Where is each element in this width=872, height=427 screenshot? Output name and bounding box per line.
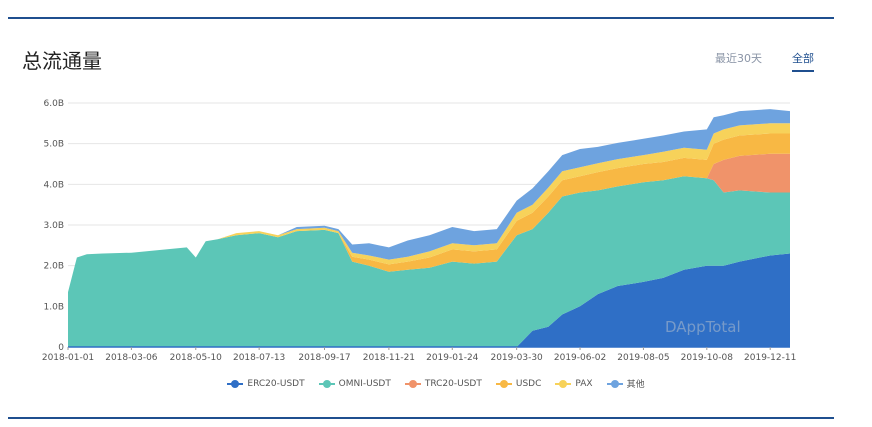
page-title: 总流通量	[22, 49, 102, 73]
legend-swatch	[227, 379, 244, 388]
chart-legend: ERC20-USDT OMNI-USDT TRC20-USDT USDC PAX 其他	[0, 377, 872, 390]
x-tick-label: 2019-10-08	[681, 353, 734, 363]
legend-label: ERC20-USDT	[247, 378, 305, 389]
legend-swatch	[318, 379, 335, 388]
y-tick-label: 5.0B	[44, 140, 65, 150]
bottom-divider	[8, 417, 834, 419]
x-tick-label: 2018-05-10	[170, 353, 223, 363]
legend-item[interactable]: ERC20-USDT	[227, 377, 305, 390]
watermark-logo: DAppTotal	[665, 318, 741, 336]
x-axis-ticks: 2018-01-01 2018-03-06 2018-05-10 2018-07-13…	[42, 347, 796, 363]
x-tick-label: 2018-01-01	[42, 353, 94, 363]
legend-swatch	[606, 379, 623, 388]
legend-item[interactable]: TRC20-USDT	[404, 377, 482, 390]
area-pax[interactable]	[68, 123, 790, 293]
legend-item[interactable]: PAX	[555, 377, 593, 390]
y-tick-label: 6.0B	[44, 99, 65, 109]
x-tick-label: 2018-11-21	[363, 353, 415, 363]
area-erc20-usdt[interactable]	[68, 253, 790, 348]
x-tick-label: 2018-09-17	[298, 353, 350, 363]
x-tick-label: 2019-03-30	[490, 353, 543, 363]
area-usdc[interactable]	[68, 133, 790, 293]
area-trc20-usdt[interactable]	[68, 153, 790, 293]
y-tick-label: 4.0B	[44, 180, 65, 190]
legend-item[interactable]: 其他	[606, 377, 645, 390]
y-axis-ticks: 0 1.0B 2.0B 3.0B 4.0B 5.0B 6.0B	[44, 99, 65, 353]
y-tick-label: 1.0B	[44, 302, 65, 312]
legend-swatch	[495, 379, 512, 388]
legend-item[interactable]: USDC	[495, 377, 542, 390]
area--[interactable]	[68, 109, 790, 293]
legend-label: TRC20-USDT	[424, 378, 482, 389]
top-divider	[8, 17, 834, 19]
legend-label: 其他	[626, 380, 645, 390]
y-tick-label: 0	[58, 343, 64, 353]
legend-label: USDC	[515, 378, 542, 389]
supply-area-chart: 01.0B2.0B3.0B4.0B5.0B6.0B 2018-01-01 2018…	[42, 99, 797, 363]
chart-areas	[68, 109, 790, 348]
tab-last-30-days[interactable]: 最近30天	[715, 52, 762, 65]
area-omni-usdt[interactable]	[68, 176, 790, 347]
legend-swatch	[404, 379, 421, 388]
range-tabs: 最近30天 全部	[715, 50, 814, 72]
legend-item[interactable]: OMNI-USDT	[318, 377, 391, 390]
x-tick-label: 2019-06-02	[554, 353, 606, 363]
tab-all[interactable]: 全部	[792, 50, 814, 72]
x-tick-label: 2019-08-05	[617, 353, 669, 363]
legend-label: PAX	[575, 378, 593, 389]
legend-swatch	[555, 379, 572, 388]
legend-label: OMNI-USDT	[338, 378, 391, 389]
y-tick-label: 2.0B	[44, 262, 65, 272]
x-tick-label: 2019-01-24	[426, 353, 479, 363]
x-tick-label: 2018-03-06	[105, 353, 158, 363]
x-tick-label: 2018-07-13	[233, 353, 285, 363]
x-tick-label: 2019-12-11	[744, 353, 796, 363]
y-tick-label: 3.0B	[44, 221, 65, 231]
